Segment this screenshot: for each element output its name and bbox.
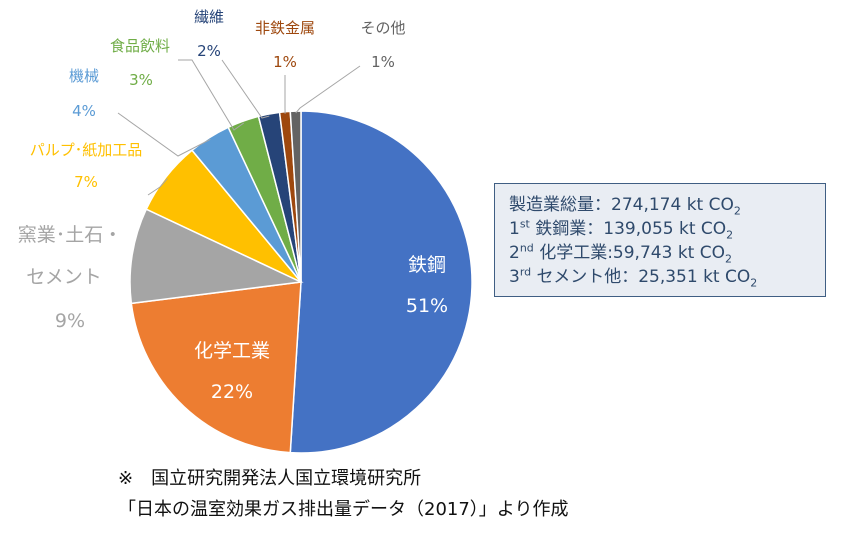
pie-slice-chemical xyxy=(130,281,302,454)
leader-line-food xyxy=(178,59,245,131)
pie-slice-other xyxy=(289,110,302,283)
summary-rank-2: 2nd 化学工業:59,743 kt CO2 xyxy=(509,241,732,266)
label-textile-pct: 2% xyxy=(197,42,221,60)
label-machinery-name: 機械 xyxy=(69,67,99,85)
pie-labels: 鉄鋼 51% 化学工業 22% 窯業･土石・ セメント 9% パルプ･紙加工品 … xyxy=(18,8,448,403)
source-note: ※ 国立研究開発法人国立環境研究所 「日本の温室効果ガス排出量データ（2017）… xyxy=(118,463,568,525)
label-food-name: 食品飲料 xyxy=(110,37,170,55)
label-nonferrous-pct: 1% xyxy=(273,53,297,71)
emissions-summary-box: 製造業総量：274,174 kt CO2 1st 鉄鋼業：139,055 kt … xyxy=(494,183,826,297)
label-ceramics-name1: 窯業･土石・ xyxy=(18,224,123,246)
pie-slice-ceramics xyxy=(129,208,304,305)
label-other-name: その他 xyxy=(360,19,405,37)
label-chemical-name: 化学工業 xyxy=(194,340,270,362)
label-textile-name: 繊維 xyxy=(194,8,224,26)
summary-total: 製造業総量：274,174 kt CO2 xyxy=(509,195,741,218)
leader-line-textile xyxy=(221,59,270,119)
pie-slices xyxy=(129,110,473,454)
label-food-pct: 3% xyxy=(129,71,153,89)
leader-line-machinery xyxy=(117,112,211,157)
label-machinery-pct: 4% xyxy=(72,102,96,120)
label-steel-pct: 51% xyxy=(406,295,448,317)
label-chemical-pct: 22% xyxy=(211,381,253,403)
summary-rank-1: 1st 鉄鋼業：139,055 kt CO2 xyxy=(509,217,734,242)
leader-line-pulp xyxy=(147,178,168,196)
label-nonferrous-name: 非鉄金属 xyxy=(255,19,315,37)
summary-rank-3: 3rd セメント他：25,351 kt CO2 xyxy=(509,265,758,290)
label-pulp-pct: 7% xyxy=(74,173,98,191)
pie-slice-steel xyxy=(289,110,473,454)
leader-line-other xyxy=(295,65,361,114)
label-pulp-name: パルプ･紙加工品 xyxy=(30,141,143,159)
source-line-2: 「日本の温室効果ガス排出量データ（2017）」より作成 xyxy=(118,499,569,520)
label-steel-name: 鉄鋼 xyxy=(408,254,446,276)
label-ceramics-name2: セメント xyxy=(26,266,102,288)
label-other-pct: 1% xyxy=(371,53,395,71)
source-line-1: ※ 国立研究開発法人国立環境研究所 xyxy=(118,468,422,489)
label-ceramics-pct: 9% xyxy=(55,310,85,332)
leader-lines xyxy=(117,59,361,196)
